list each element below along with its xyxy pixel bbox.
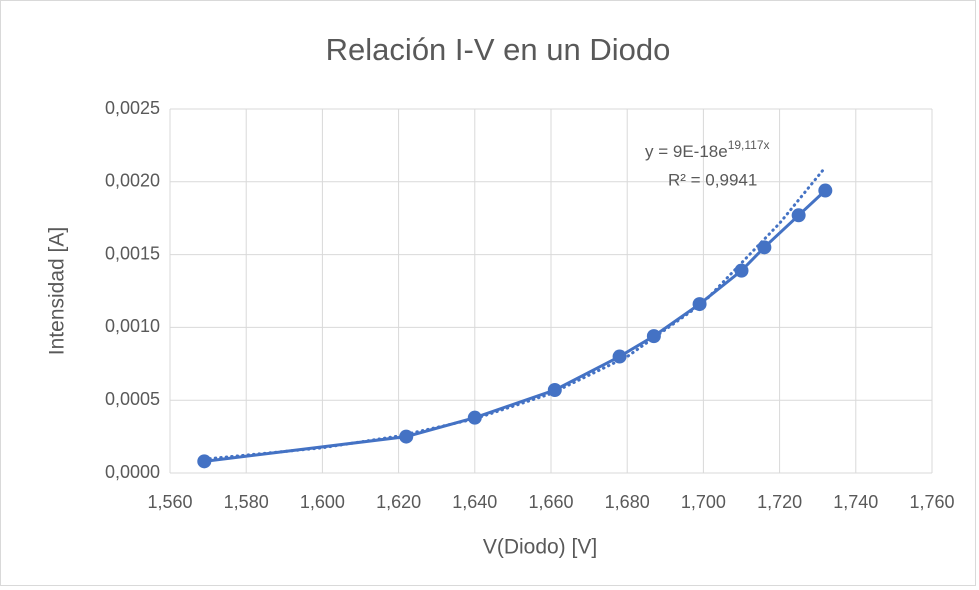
x-tick-label: 1,700 — [681, 492, 726, 512]
plot — [197, 165, 833, 469]
data-point — [547, 383, 562, 398]
y-axis-label: Intensidad [A] — [46, 227, 69, 355]
x-tick-label: 1,740 — [833, 492, 878, 512]
x-tick-label: 1,600 — [300, 492, 345, 512]
x-tick-label: 1,620 — [376, 492, 421, 512]
data-point — [757, 240, 772, 255]
trendline — [202, 165, 827, 461]
data-point — [818, 183, 833, 198]
y-tick-label: 0,0015 — [105, 243, 160, 263]
x-tick-label: 1,560 — [147, 492, 192, 512]
y-tick-label: 0,0010 — [105, 316, 160, 336]
x-axis-label: V(Diodo) [V] — [483, 536, 597, 559]
x-tick-label: 1,760 — [909, 492, 954, 512]
x-tick-label: 1,580 — [224, 492, 269, 512]
trend-r2: R² = 0,9941 — [668, 170, 757, 189]
data-point — [791, 208, 806, 223]
x-tick-label: 1,720 — [757, 492, 802, 512]
x-tick-label: 1,660 — [528, 492, 573, 512]
data-point — [734, 263, 749, 278]
chart-title: Relación I-V en un Diodo — [326, 32, 671, 67]
x-tick-label: 1,680 — [605, 492, 650, 512]
grid — [169, 108, 933, 474]
y-tick-label: 0,0025 — [105, 98, 160, 118]
y-tick-label: 0,0020 — [105, 171, 160, 191]
y-tick-label: 0,0000 — [105, 462, 160, 482]
equation-base: y = 9E-18e — [645, 142, 728, 161]
equation-exponent: 19,117x — [728, 138, 770, 152]
y-tick-label: 0,0005 — [105, 389, 160, 409]
data-point — [197, 454, 212, 469]
data-point — [399, 429, 414, 444]
x-tick-label: 1,640 — [452, 492, 497, 512]
trend-equation: y = 9E-18e19,117x — [645, 138, 770, 161]
